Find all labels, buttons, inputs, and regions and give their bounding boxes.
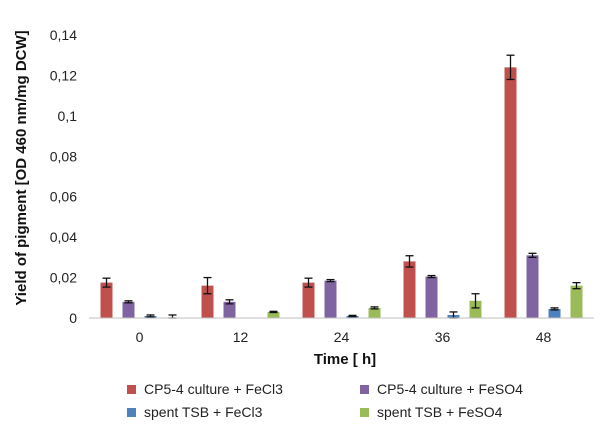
x-tick-labels: 0 12 24 36 48 [136, 329, 552, 345]
legend-label: spent TSB + FeSO4 [377, 404, 503, 420]
bar [403, 261, 416, 318]
y-tick-label: 0,12 [50, 67, 77, 83]
bar [548, 308, 561, 318]
bar [100, 282, 113, 318]
bar [570, 285, 583, 318]
legend: CP5-4 culture + FeCl3 CP5-4 culture + FeS… [127, 381, 523, 420]
bar [302, 282, 315, 318]
y-tick-label: 0,06 [50, 189, 77, 205]
x-axis-title: Time [ h] [314, 351, 376, 368]
x-tick-label: 24 [334, 329, 350, 345]
bar [469, 300, 482, 318]
x-tick-label: 48 [536, 329, 552, 345]
legend-label: CP5-4 culture + FeSO4 [377, 381, 523, 397]
legend-label: CP5-4 culture + FeCl3 [144, 381, 283, 397]
bar [324, 280, 337, 318]
bar [122, 301, 135, 318]
legend-swatch [360, 385, 369, 394]
y-tick-label: 0,08 [50, 148, 77, 164]
legend-swatch [360, 408, 369, 417]
legend-label: spent TSB + FeCl3 [144, 404, 263, 420]
bar [223, 301, 236, 318]
bar [368, 307, 381, 318]
y-tick-label: 0,1 [58, 108, 78, 124]
legend-swatch [127, 408, 136, 417]
bars [100, 67, 583, 318]
bar [504, 67, 517, 318]
y-tick-label: 0,14 [50, 27, 77, 43]
x-tick-label: 0 [136, 329, 144, 345]
y-tick-label: 0,02 [50, 270, 77, 286]
error-bars [102, 54, 581, 319]
y-tick-label: 0,04 [50, 229, 77, 245]
y-tick-labels: 0 0,02 0,04 0,06 0,08 0,1 0,12 0,14 [50, 27, 77, 326]
y-tick-label: 0 [69, 310, 77, 326]
x-tick-label: 12 [233, 329, 249, 345]
x-tick-label: 36 [435, 329, 451, 345]
bar [267, 311, 280, 318]
legend-swatch [127, 385, 136, 394]
bar [526, 255, 539, 318]
y-axis-title: Yield of pigment [OD 460 nm/mg DCW] [13, 30, 30, 305]
bar [425, 276, 438, 318]
